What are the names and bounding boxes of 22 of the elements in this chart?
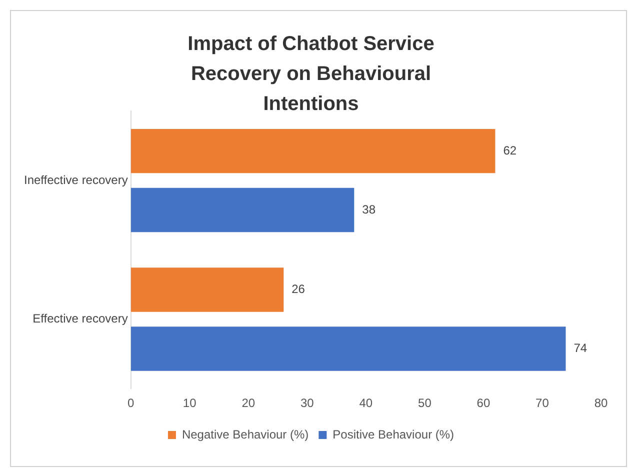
bar: [130, 268, 284, 312]
x-tick-label: 80: [594, 396, 608, 410]
x-tick-label: 10: [182, 396, 197, 410]
chart-title: Impact of Chatbot Service Recovery on Behavioural Intentions: [186, 32, 436, 117]
data-label: 38: [362, 202, 376, 216]
x-tick-label: 0: [127, 396, 134, 410]
data-label: 26: [292, 282, 306, 296]
x-tick-label: 50: [418, 396, 432, 410]
x-tick-label: 30: [300, 396, 314, 410]
y-tick-label: Effective recovery: [32, 312, 128, 326]
data-label: 62: [503, 143, 517, 158]
y-tick-label: Ineffective recovery: [24, 172, 128, 187]
bar: [130, 188, 354, 232]
x-tick-label: 70: [536, 396, 550, 410]
x-tick-label: 40: [359, 396, 373, 410]
legend-label: Positive Behaviour (%): [332, 427, 454, 442]
bar: [130, 128, 496, 174]
x-tick-label: 60: [476, 396, 490, 410]
x-tick-label: 20: [242, 396, 256, 410]
bar: [130, 326, 566, 371]
legend-label: Negative Behaviour (%): [182, 427, 309, 442]
data-label: 74: [574, 341, 588, 356]
